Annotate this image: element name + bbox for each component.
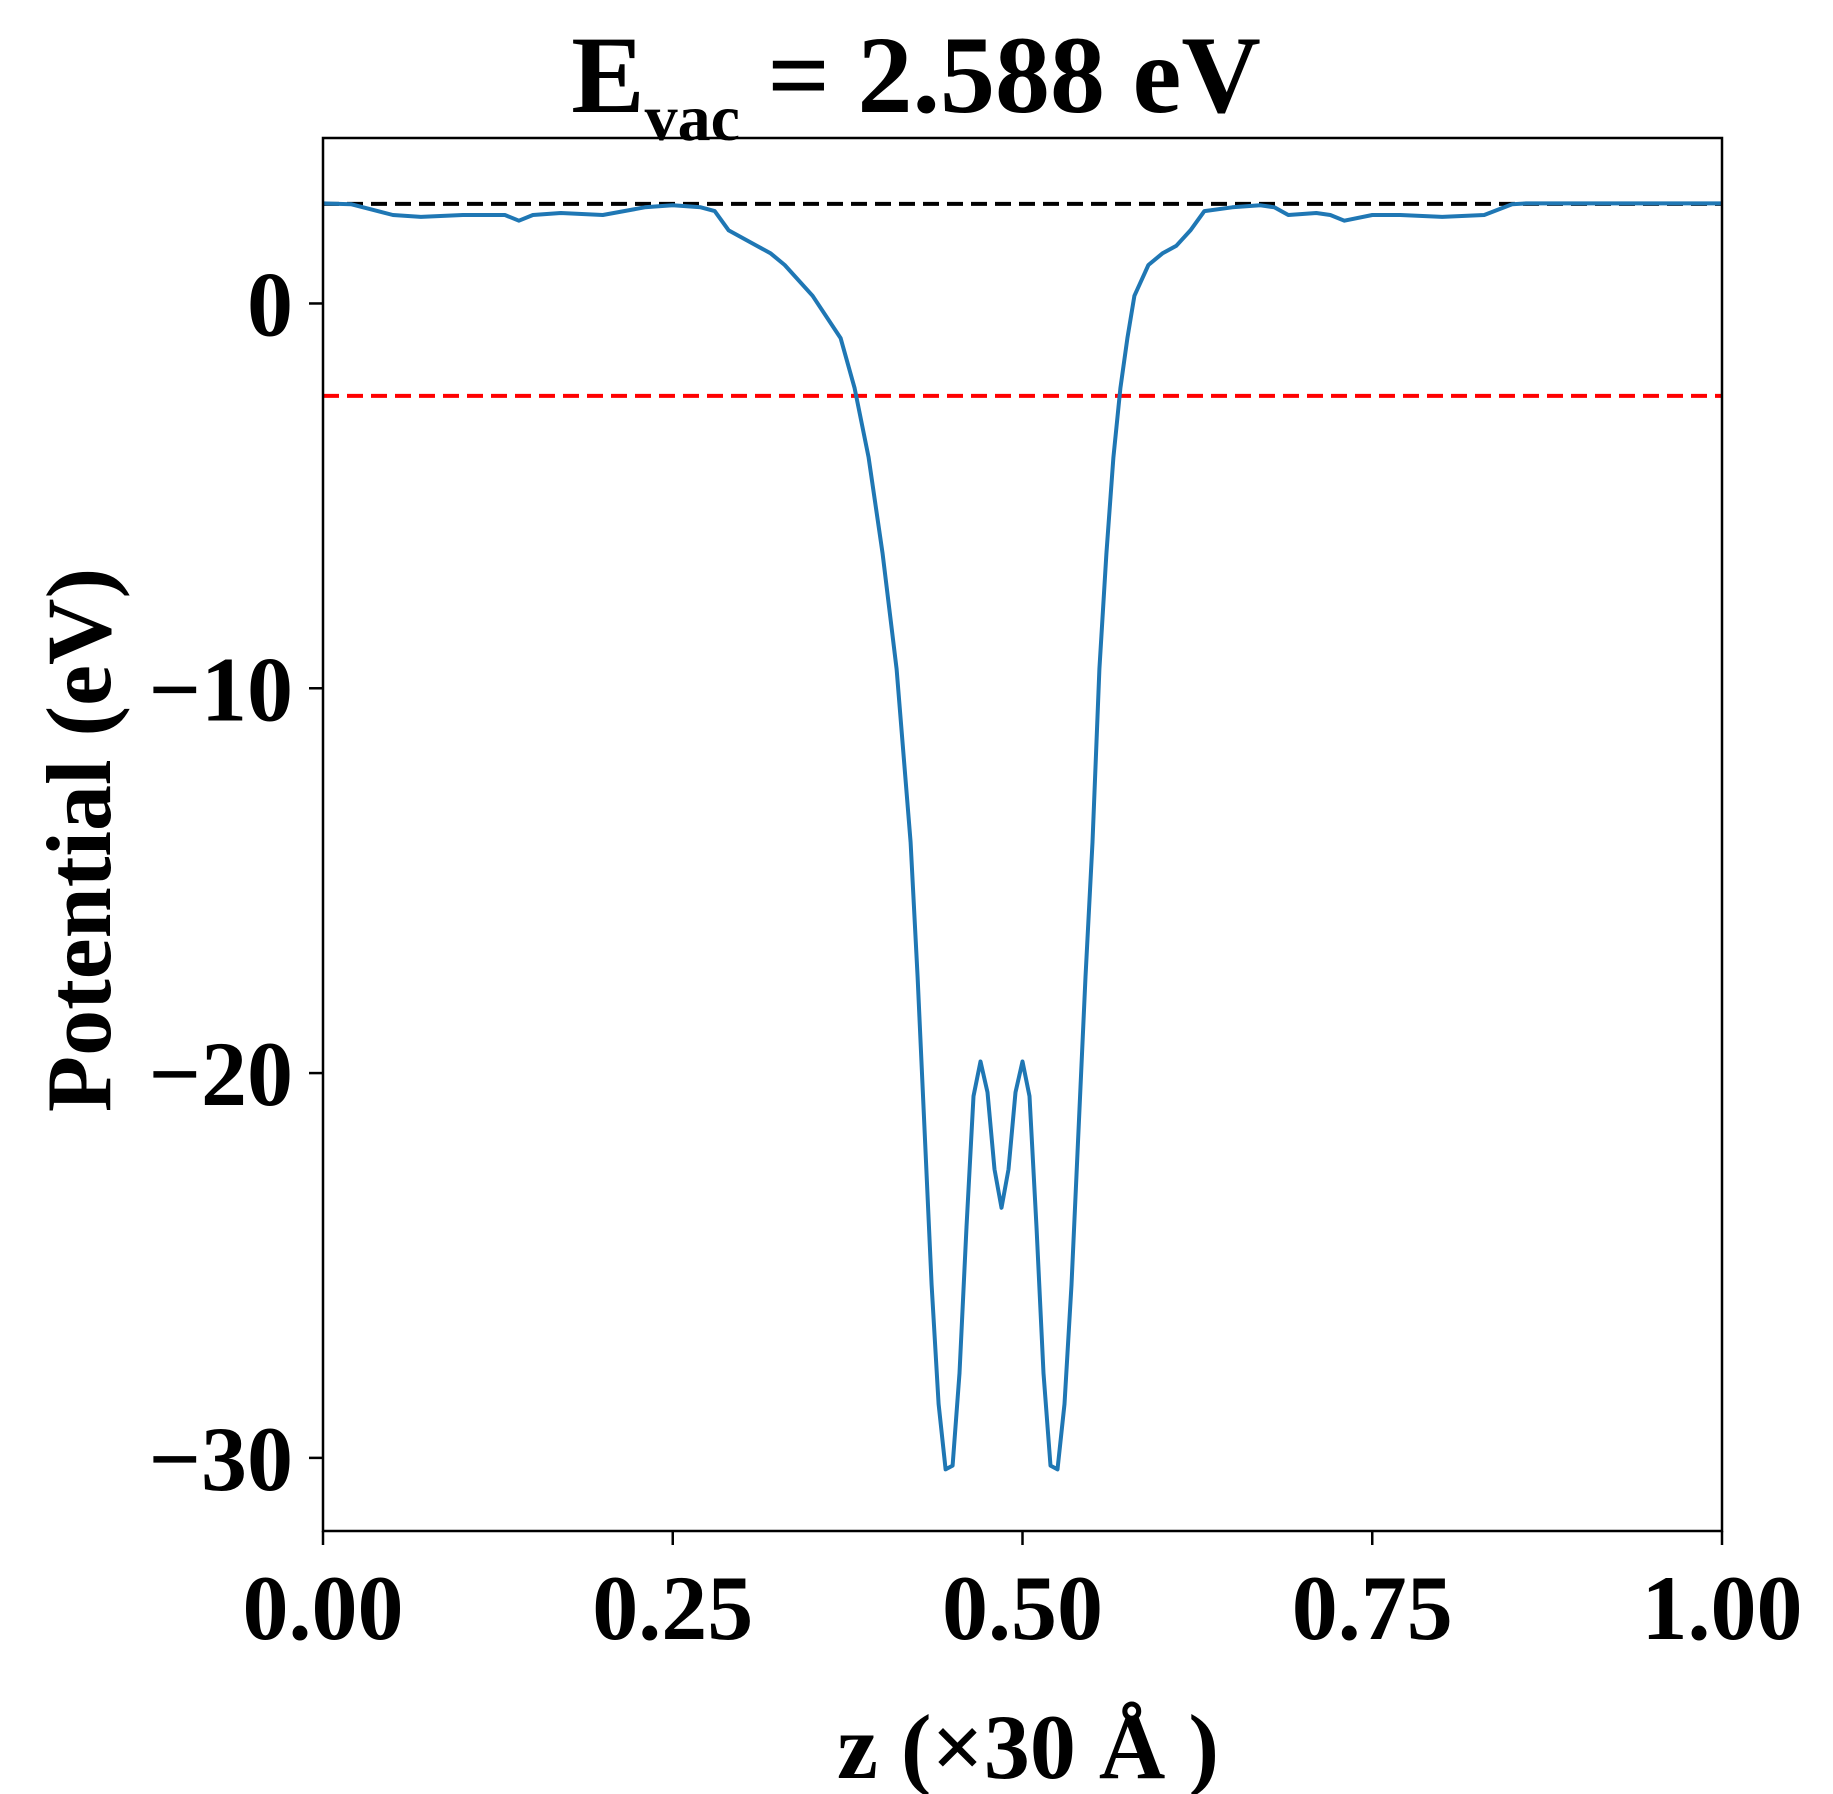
x-tick-label-2: 0.50 xyxy=(942,1557,1103,1659)
x-tick-label-0: 0.00 xyxy=(243,1557,404,1659)
chart-title-main: E xyxy=(571,14,644,136)
chart-title-subscript: vac xyxy=(645,82,740,155)
chart-title: Evac = 2.588 eV xyxy=(571,14,1261,155)
series-line-0 xyxy=(323,201,1722,1472)
x-axis-label: z (×30 Å ) xyxy=(837,1696,1219,1794)
plot-frame xyxy=(321,136,1724,1533)
x-tick-label-1: 0.25 xyxy=(592,1557,753,1659)
y-tick-label-0: 0 xyxy=(247,253,293,355)
y-tick-label-2: −20 xyxy=(149,1023,293,1125)
y-axis-label: Potential (eV) xyxy=(28,568,130,1112)
y-tick-label-1: −10 xyxy=(149,638,293,740)
plot-area: 0.00 0.25 0.50 0.75 1.00 0 −10 −20 −30 xyxy=(149,136,1803,1659)
chart-title-rest: = 2.588 eV xyxy=(740,14,1261,136)
x-tick-label-4: 1.00 xyxy=(1642,1557,1803,1659)
x-tick-label-3: 0.75 xyxy=(1292,1557,1453,1659)
y-tick-label-3: −30 xyxy=(149,1408,293,1510)
